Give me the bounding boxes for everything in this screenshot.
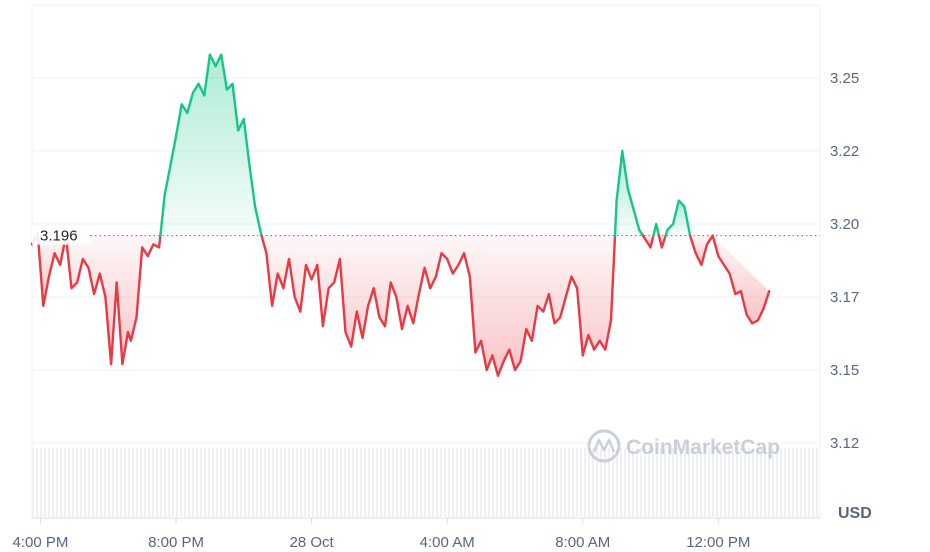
reference-label: 3.196 [32, 224, 90, 245]
price-line-down [64, 234, 162, 366]
x-axis: 4:00 PM 8:00 PM 28 Oct 4:00 AM 8:00 AM 12:00 … [13, 518, 750, 551]
price-line-down [260, 234, 617, 377]
area-below-reference [37, 235, 66, 306]
y-tick-label: 3.20 [830, 216, 859, 233]
y-tick-label: 3.17 [830, 289, 859, 306]
x-tick-label: 12:00 PM [686, 534, 750, 551]
y-tick-label: 3.22 [830, 143, 859, 160]
y-unit-label: USD [838, 505, 872, 522]
price-line-down [711, 234, 771, 325]
x-tick-label: 4:00 AM [420, 534, 475, 551]
area-above-reference [160, 54, 262, 236]
area-below-reference [261, 235, 615, 376]
reference-value-label: 3.196 [40, 228, 78, 245]
price-line-up [613, 149, 645, 237]
price-line-down [641, 234, 655, 249]
x-tick-label: 8:00 PM [148, 534, 204, 551]
price-line-up [664, 199, 692, 237]
x-tick-label: 4:00 PM [13, 534, 69, 551]
price-line-down [688, 234, 714, 267]
price-line [30, 53, 771, 377]
volume-area [32, 448, 820, 518]
y-tick-label: 3.25 [830, 70, 859, 87]
coinmarketcap-logo-icon [587, 429, 621, 463]
watermark-text: CoinMarketCap [626, 436, 780, 459]
y-axis: 3.25 3.22 3.20 3.17 3.15 3.12 [830, 70, 859, 452]
price-line-down [36, 234, 68, 307]
price-line-down [657, 234, 667, 249]
y-tick-label: 3.15 [830, 362, 859, 379]
x-tick-label: 8:00 AM [555, 534, 610, 551]
watermark: CoinMarketCap [587, 429, 780, 463]
price-line-up [652, 222, 661, 237]
y-tick-label: 3.12 [830, 435, 859, 452]
price-line-up [159, 53, 263, 237]
x-tick-label: 28 Oct [290, 534, 335, 551]
area-below-reference [712, 235, 770, 324]
